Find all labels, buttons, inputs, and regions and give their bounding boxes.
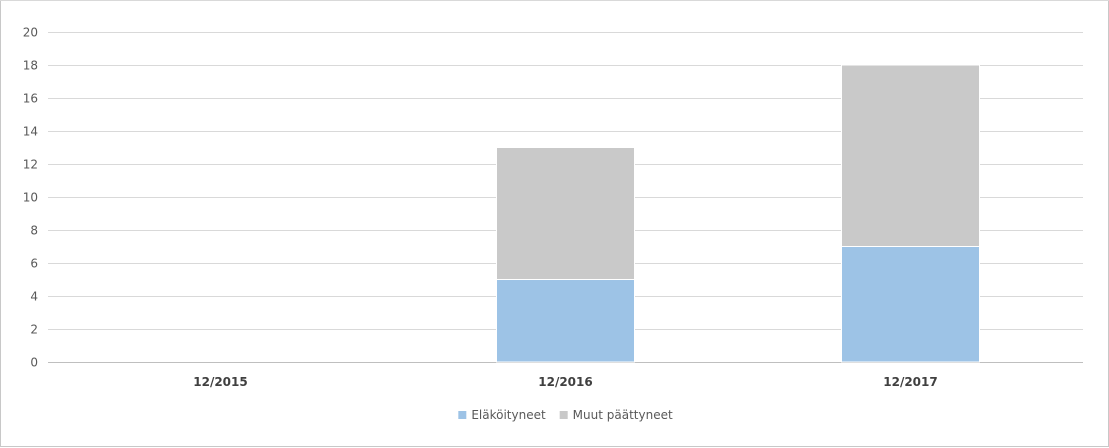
bar-12-2016-series-0 — [496, 279, 635, 363]
legend-swatch — [458, 411, 467, 419]
x-axis-category-labels: 12/2015 12/2016 12/2017 — [193, 375, 937, 389]
x-category-label: 12/2017 — [883, 375, 937, 389]
legend-item-1: Muut päättyneet — [559, 408, 673, 422]
y-tick-label: 10 — [23, 191, 38, 205]
bars — [496, 64, 980, 363]
legend-label: Muut päättyneet — [573, 408, 673, 422]
legend-swatch — [559, 411, 568, 419]
legend-item-0: Eläköityneet — [458, 408, 546, 422]
legend-label: Eläköityneet — [471, 408, 546, 422]
y-tick-label: 0 — [30, 356, 38, 370]
y-tick-label: 2 — [30, 323, 38, 337]
bar-12-2017-series-0 — [841, 246, 980, 363]
y-tick-label: 16 — [23, 92, 38, 106]
y-tick-label: 8 — [30, 224, 38, 238]
y-tick-label: 14 — [23, 125, 38, 139]
y-tick-label: 12 — [23, 158, 38, 172]
bar-12-2017-series-1 — [841, 64, 980, 247]
y-tick-label: 20 — [23, 26, 38, 40]
y-tick-label: 4 — [30, 290, 38, 304]
x-category-label: 12/2016 — [538, 375, 592, 389]
chart-top-border — [0, 0, 1109, 1]
legend: Eläköityneet Muut päättyneet — [458, 408, 673, 422]
y-tick-label: 6 — [30, 257, 38, 271]
y-axis-tick-labels: 0 2 4 6 8 10 12 14 16 18 20 — [23, 26, 38, 370]
x-category-label: 12/2015 — [193, 375, 247, 389]
bar-12-2016-series-1 — [496, 147, 635, 280]
y-tick-label: 18 — [23, 59, 38, 73]
